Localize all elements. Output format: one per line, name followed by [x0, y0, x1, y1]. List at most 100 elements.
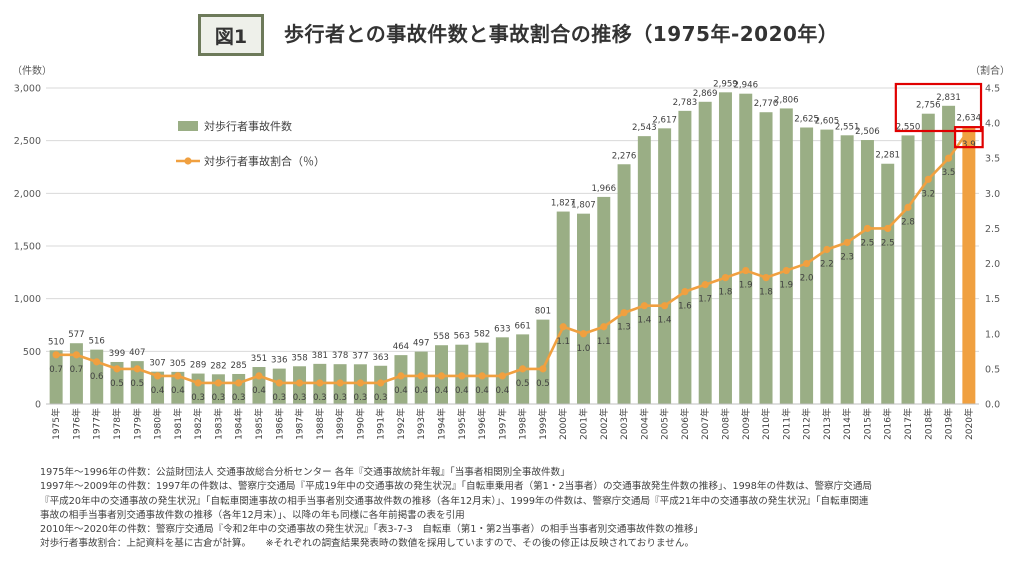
category-label: 2018年 [922, 408, 934, 440]
bar [881, 163, 895, 404]
highlight-box-ratio [953, 126, 984, 149]
bar-value-label: 464 [393, 342, 409, 352]
bar-value-label: 563 [454, 332, 470, 342]
category-label: 1995年 [456, 408, 468, 440]
left-tick-label: 0 [35, 400, 41, 411]
chart: 0 500 1,000 1,500 2,000 2,500 3,000 0.0 0.5 1.0 1.… [12, 64, 1010, 440]
category-label: 1989年 [334, 408, 346, 440]
category-label: 2013年 [821, 408, 833, 440]
bar-value-label: 2,959 [713, 79, 738, 89]
figure-label: 図1 [198, 14, 264, 56]
note-line: 『平成20年中の交通事故の発生状況』「自転車関連事故の相手当事者別交通事故件数の… [40, 495, 869, 507]
bar-value-label: 2,550 [896, 122, 921, 132]
ratio-value-label: 0.3 [374, 393, 388, 403]
right-tick-label: 0.0 [985, 400, 1000, 411]
ratio-point [316, 379, 324, 387]
category-label: 1975年 [50, 408, 62, 440]
ratio-point [600, 323, 608, 331]
category-label: 1976年 [70, 408, 82, 440]
bar [759, 112, 773, 404]
ratio-line [56, 129, 970, 385]
ratio-value-label: 3.2 [921, 189, 935, 199]
bar [69, 343, 83, 404]
ratio-value-label: 0.4 [151, 386, 165, 396]
bar-value-label: 358 [291, 353, 307, 363]
ratio-value-label: 0.3 [232, 393, 246, 403]
ratio-point [701, 281, 709, 289]
bar-value-label: 577 [68, 330, 84, 340]
bar [171, 371, 185, 404]
ratio-value-label: 2.3 [840, 252, 854, 262]
category-label: 1988年 [314, 408, 326, 440]
category-label: 2005年 [659, 408, 671, 440]
highlight-box-counts [894, 82, 983, 133]
bar-value-label: 2,281 [875, 151, 900, 161]
bar-value-label: 516 [89, 337, 105, 347]
category-label: 2006年 [679, 408, 691, 440]
bar [151, 371, 165, 404]
ratio-point [904, 203, 912, 211]
bar [840, 135, 854, 404]
ratio-value-label: 0.3 [354, 393, 368, 403]
right-tick-label: 1.5 [985, 294, 1000, 305]
ratio-value-label: 0.5 [516, 379, 530, 389]
ratio-value-label: 1.6 [678, 302, 692, 312]
ratio-point [823, 245, 831, 254]
bar-value-label: 510 [48, 337, 64, 347]
category-label: 2000年 [557, 408, 569, 440]
bar-value-label: 285 [230, 361, 246, 371]
ratio-value-label: 1.8 [759, 288, 773, 298]
ratio-value-label: 1.1 [556, 337, 570, 347]
ratio-point [579, 330, 588, 338]
ratio-value-label: 0.3 [333, 393, 347, 403]
ratio-value-label: 0.5 [130, 379, 144, 389]
category-label: 2014年 [841, 408, 853, 440]
ratio-point [884, 224, 892, 233]
ratio-value-label: 2.5 [861, 238, 875, 248]
category-label: 2003年 [618, 408, 630, 440]
category-label: 1985年 [253, 408, 265, 440]
ratio-value-label: 2.8 [901, 217, 915, 227]
ratio-value-label: 3.5 [942, 168, 956, 178]
ratio-value-label: 1.4 [658, 316, 672, 326]
note-line: 対歩行者事故割合：上記資料を基に古倉が計算。 ※それぞれの調査結果発表時の数値を… [40, 538, 695, 550]
bar [495, 337, 509, 404]
category-label: 2010年 [760, 408, 772, 440]
bar-value-label: 2,770 [754, 99, 779, 109]
ratio-value-label: 1.9 [779, 281, 793, 291]
ratio-value-label: 3.9 [962, 140, 976, 150]
bar-value-label: 2,625 [794, 115, 819, 125]
bar-value-label: 363 [372, 353, 388, 363]
ratio-point [214, 379, 223, 387]
category-label: 2009年 [740, 408, 752, 440]
ratio-point [498, 372, 506, 380]
bar [110, 361, 124, 404]
ratio-point [72, 351, 81, 359]
ratio-value-label: 0.5 [110, 379, 124, 389]
bar-value-label: 2,783 [673, 98, 698, 108]
left-tick-label: 2,000 [14, 189, 41, 200]
ratio-point [93, 358, 101, 366]
bar [394, 355, 408, 404]
bar-value-label: 282 [210, 361, 226, 371]
left-axis-label: （件数） [12, 64, 52, 77]
ratio-value-label: 0.4 [394, 386, 408, 396]
category-label: 1979年 [131, 408, 143, 440]
ratio-value-label: 1.9 [739, 281, 753, 291]
ratio-point [640, 302, 648, 310]
category-label: 1993年 [415, 408, 427, 440]
source-notes: 1975年～1996年の件数：公益財団法人 交通事故総合分析センター 各年『交通… [40, 466, 1000, 552]
ratio-point [742, 266, 750, 275]
chart-title: 歩行者との事故件数と事故割合の推移（1975年-2020年） [284, 22, 839, 46]
bar-value-label: 582 [474, 330, 490, 340]
category-label: 1984年 [233, 408, 245, 440]
note-line: 2010年～2020年の件数：警察庁交通局『令和2年中の交通事故の発生状況』「表… [40, 524, 704, 536]
bar-value-label: 289 [190, 361, 206, 371]
bar-value-label: 558 [433, 332, 449, 342]
bar [820, 129, 834, 404]
ratio-point [133, 365, 141, 373]
ratio-value-label: 0.3 [272, 393, 286, 403]
category-label: 2012年 [801, 408, 813, 440]
right-tick-label: 3.5 [985, 154, 1000, 165]
left-tick-label: 2,500 [14, 136, 41, 147]
